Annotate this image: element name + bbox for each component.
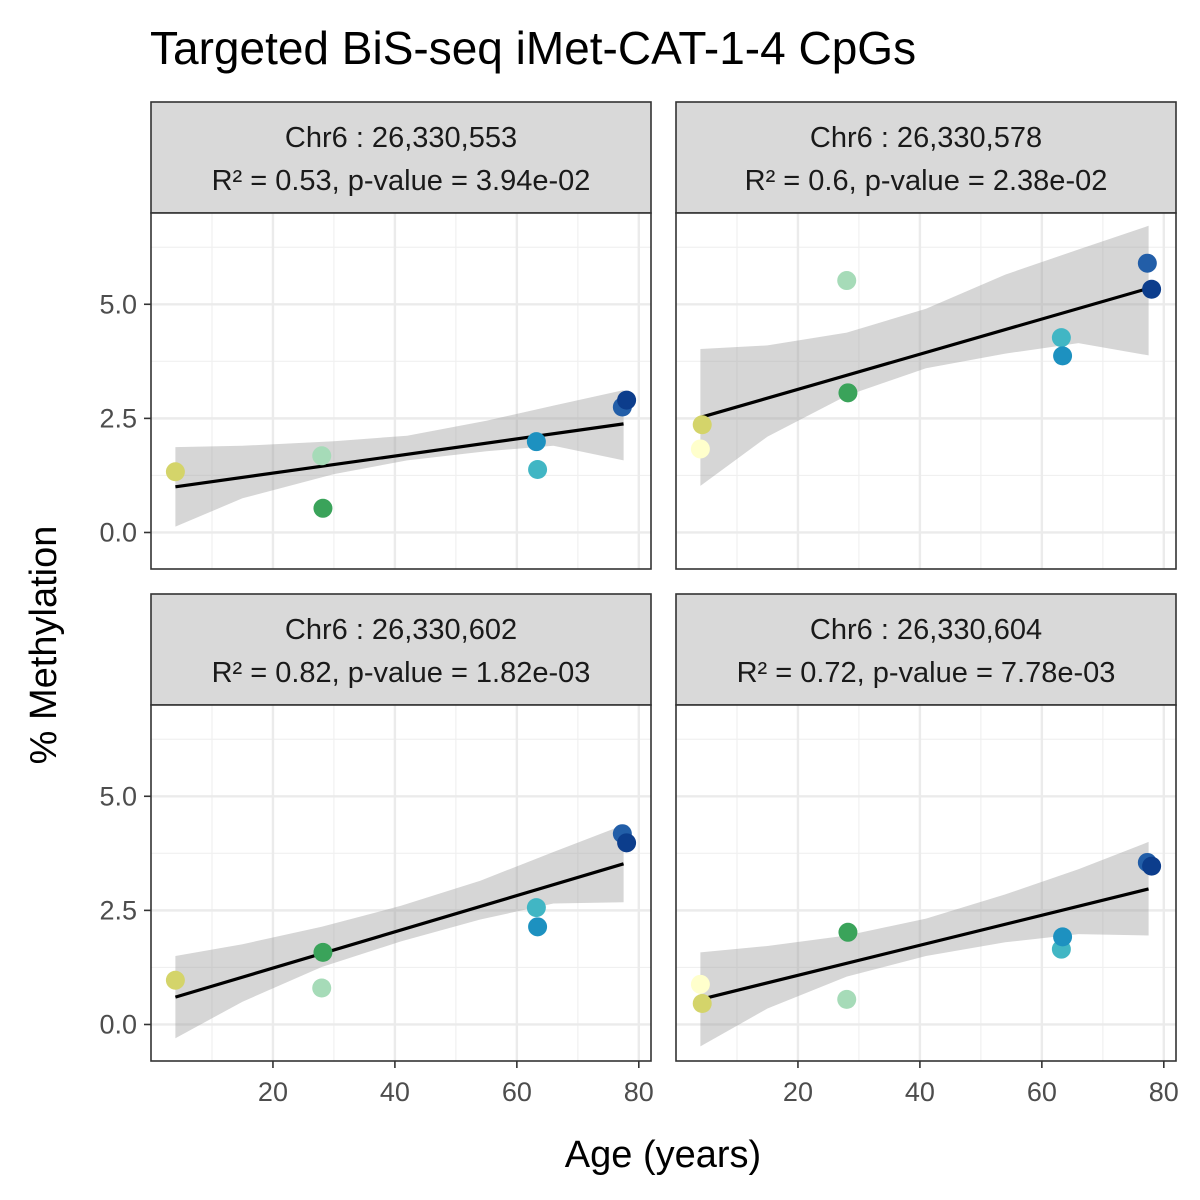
y-tick-label: 2.5 (99, 403, 137, 433)
facet-panel-1: Chr6 : 26,330,553 R² = 0.53, p-value = 3.… (99, 101, 652, 570)
regression-line (700, 887, 1149, 1001)
facet-panel-2: Chr6 : 26,330,578 R² = 0.6, p-value = 2.3… (675, 101, 1177, 570)
data-point (837, 271, 857, 291)
panel-content (151, 705, 651, 1061)
data-point (1053, 346, 1073, 366)
data-point (690, 974, 710, 994)
y-axis-title: % Methylation (23, 526, 65, 765)
data-point (165, 462, 185, 482)
x-tick-label: 20 (783, 1077, 813, 1107)
strip-label: Chr6 : 26,330,578 (810, 122, 1042, 154)
y-tick-label: 5.0 (99, 289, 137, 319)
panel-border (150, 704, 652, 1062)
x-tick-label: 60 (1027, 1077, 1057, 1107)
strip-stats: R² = 0.53, p-value = 3.94e-02 (212, 165, 591, 197)
data-point (1142, 856, 1162, 876)
panel-content (676, 705, 1176, 1061)
data-point (313, 498, 333, 518)
data-point (313, 942, 333, 962)
facet-strip (675, 593, 1177, 706)
strip-label: Chr6 : 26,330,604 (810, 614, 1042, 646)
data-point (1142, 279, 1162, 299)
panel-content (151, 213, 651, 569)
data-point (617, 833, 637, 853)
confidence-band (175, 390, 624, 527)
panel-border (675, 704, 1177, 1062)
data-point (837, 989, 857, 1009)
plot-area (151, 213, 651, 569)
data-point (526, 898, 546, 918)
facet-strip (150, 101, 652, 214)
strip-label: Chr6 : 26,330,602 (285, 614, 517, 646)
x-tick-label: 80 (1149, 1077, 1179, 1107)
data-point (528, 460, 548, 480)
data-point (838, 383, 858, 403)
strip-stats: R² = 0.72, p-value = 7.78e-03 (737, 657, 1116, 689)
panel-border (675, 212, 1177, 570)
data-point (165, 970, 185, 990)
data-point (692, 993, 712, 1013)
data-point (526, 432, 546, 452)
facet-panel-4: Chr6 : 26,330,604 R² = 0.72, p-value = 7.… (675, 593, 1179, 1107)
facet-strip (150, 593, 652, 706)
regression-line (174, 862, 625, 999)
strip-stats: R² = 0.82, p-value = 1.82e-03 (212, 657, 591, 689)
data-point (1137, 253, 1157, 273)
plot-area (676, 705, 1176, 1061)
facet-panel-3: Chr6 : 26,330,602 R² = 0.82, p-value = 1.… (99, 593, 654, 1107)
plot-area (676, 213, 1176, 569)
data-point (312, 978, 332, 998)
strip-stats: R² = 0.6, p-value = 2.38e-02 (745, 165, 1108, 197)
facet-strip (675, 101, 1177, 214)
plot-area (151, 705, 651, 1061)
y-tick-label: 0.0 (99, 517, 137, 547)
data-point (1053, 927, 1073, 947)
data-point (617, 390, 637, 410)
regression-line (699, 286, 1150, 420)
data-point (690, 439, 710, 459)
strip-label: Chr6 : 26,330,553 (285, 122, 517, 154)
panel-border (150, 212, 652, 570)
confidence-band (700, 225, 1149, 486)
x-tick-label: 40 (905, 1077, 935, 1107)
x-tick-label: 20 (258, 1077, 288, 1107)
chart-title: Targeted BiS-seq iMet-CAT-1-4 CpGs (150, 22, 916, 74)
y-tick-label: 5.0 (99, 781, 137, 811)
panel-content (676, 213, 1176, 569)
x-tick-label: 40 (380, 1077, 410, 1107)
facet-panels: Chr6 : 26,330,553 R² = 0.53, p-value = 3.… (99, 101, 1179, 1107)
y-tick-label: 0.0 (99, 1009, 137, 1039)
x-axis-title: Age (years) (565, 1134, 761, 1176)
data-point (528, 917, 548, 937)
data-point (838, 922, 858, 942)
x-tick-label: 80 (624, 1077, 654, 1107)
data-point (692, 415, 712, 435)
data-point (1051, 328, 1071, 348)
y-tick-label: 2.5 (99, 895, 137, 925)
data-point (312, 446, 332, 466)
regression-line (175, 422, 624, 489)
x-tick-label: 60 (502, 1077, 532, 1107)
